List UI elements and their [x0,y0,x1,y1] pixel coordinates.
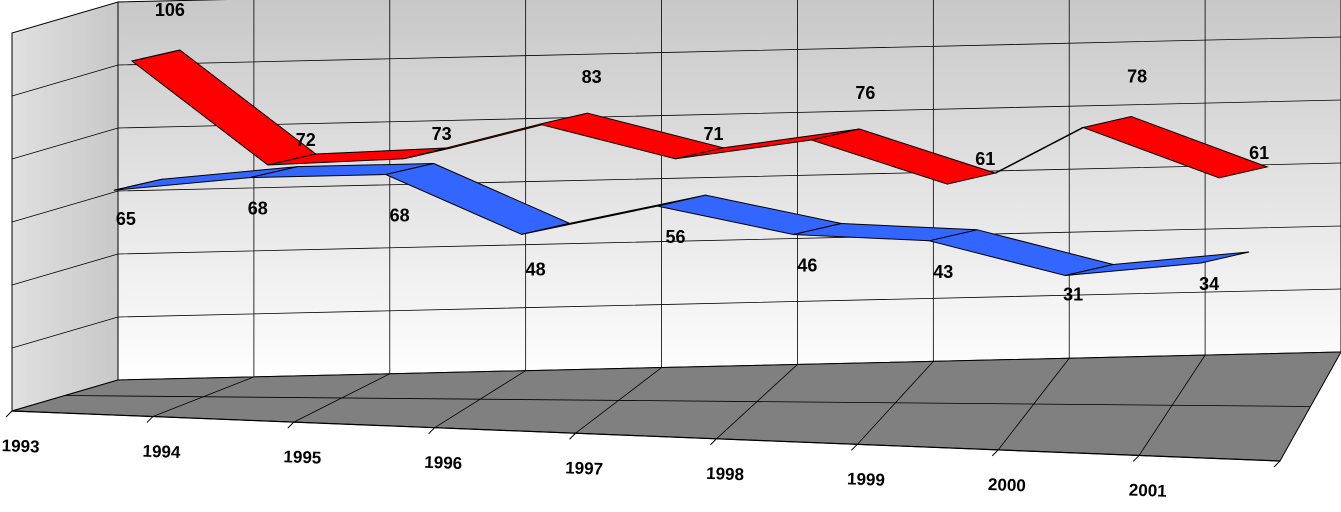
data-label: 61 [975,149,995,169]
x-tick-label: 1994 [142,442,181,462]
x-tick-label: 1996 [424,453,462,473]
series-cap [113,178,163,191]
x-axis-tickmark [850,443,858,451]
data-label: 68 [390,206,410,226]
x-tick-label: 1998 [706,464,744,484]
data-label: 72 [296,130,316,150]
x-axis-line [11,410,1281,462]
x-axis-tickmark [146,416,154,423]
x-axis-tickmark [569,432,576,440]
data-label: 71 [703,124,723,144]
data-label: 61 [1249,143,1269,163]
series-segment [1065,251,1250,276]
x-axis-tickmark [710,438,717,446]
floor-divider [64,395,1311,407]
x-axis-tickmark [991,449,999,457]
series-segment [1081,115,1269,179]
data-label: 83 [582,67,602,87]
x-axis-tickmark [1273,460,1281,468]
series-layer [113,49,1269,277]
x-axis-tickmark [1132,455,1140,462]
series-segment [994,126,1084,174]
data-label: 43 [933,262,953,282]
data-label: 78 [1127,67,1147,87]
series-segment [809,128,998,185]
data-label: 76 [855,83,875,103]
data-label: 31 [1063,285,1083,305]
x-axis-tickmark [5,410,13,418]
chart-walls [11,0,1341,412]
data-label: 56 [665,227,685,247]
series-1 [130,49,1269,185]
data-label: 34 [1199,274,1219,294]
x-tick-label: 1993 [1,436,39,456]
data-label: 73 [432,124,452,144]
series-cap [131,49,181,62]
data-label: 46 [797,256,817,276]
series-2 [113,162,1250,277]
data-label: 48 [526,259,546,279]
x-tick-label: 2001 [1129,481,1167,501]
chart-floor [5,351,1341,468]
data-label: 106 [155,0,185,20]
x-axis-tickmark [428,427,436,435]
data-labels: 106 72 73 83 71 76 61 78 61 65 68 68 48 56 46 43 31 34 [116,0,1269,305]
data-label: 68 [248,199,268,219]
x-tick-label: 2000 [988,475,1026,495]
data-label: 65 [116,209,136,229]
x-tick-label: 1997 [565,458,603,478]
x-tick-label: 1999 [847,469,885,489]
x-tick-label: 1995 [283,447,321,467]
x-axis-ticks: 1993 1994 1995 1996 1997 1998 1999 2000 2001 [1,436,1167,501]
back-wall [117,0,1341,381]
x-axis-tickmark [287,421,295,429]
